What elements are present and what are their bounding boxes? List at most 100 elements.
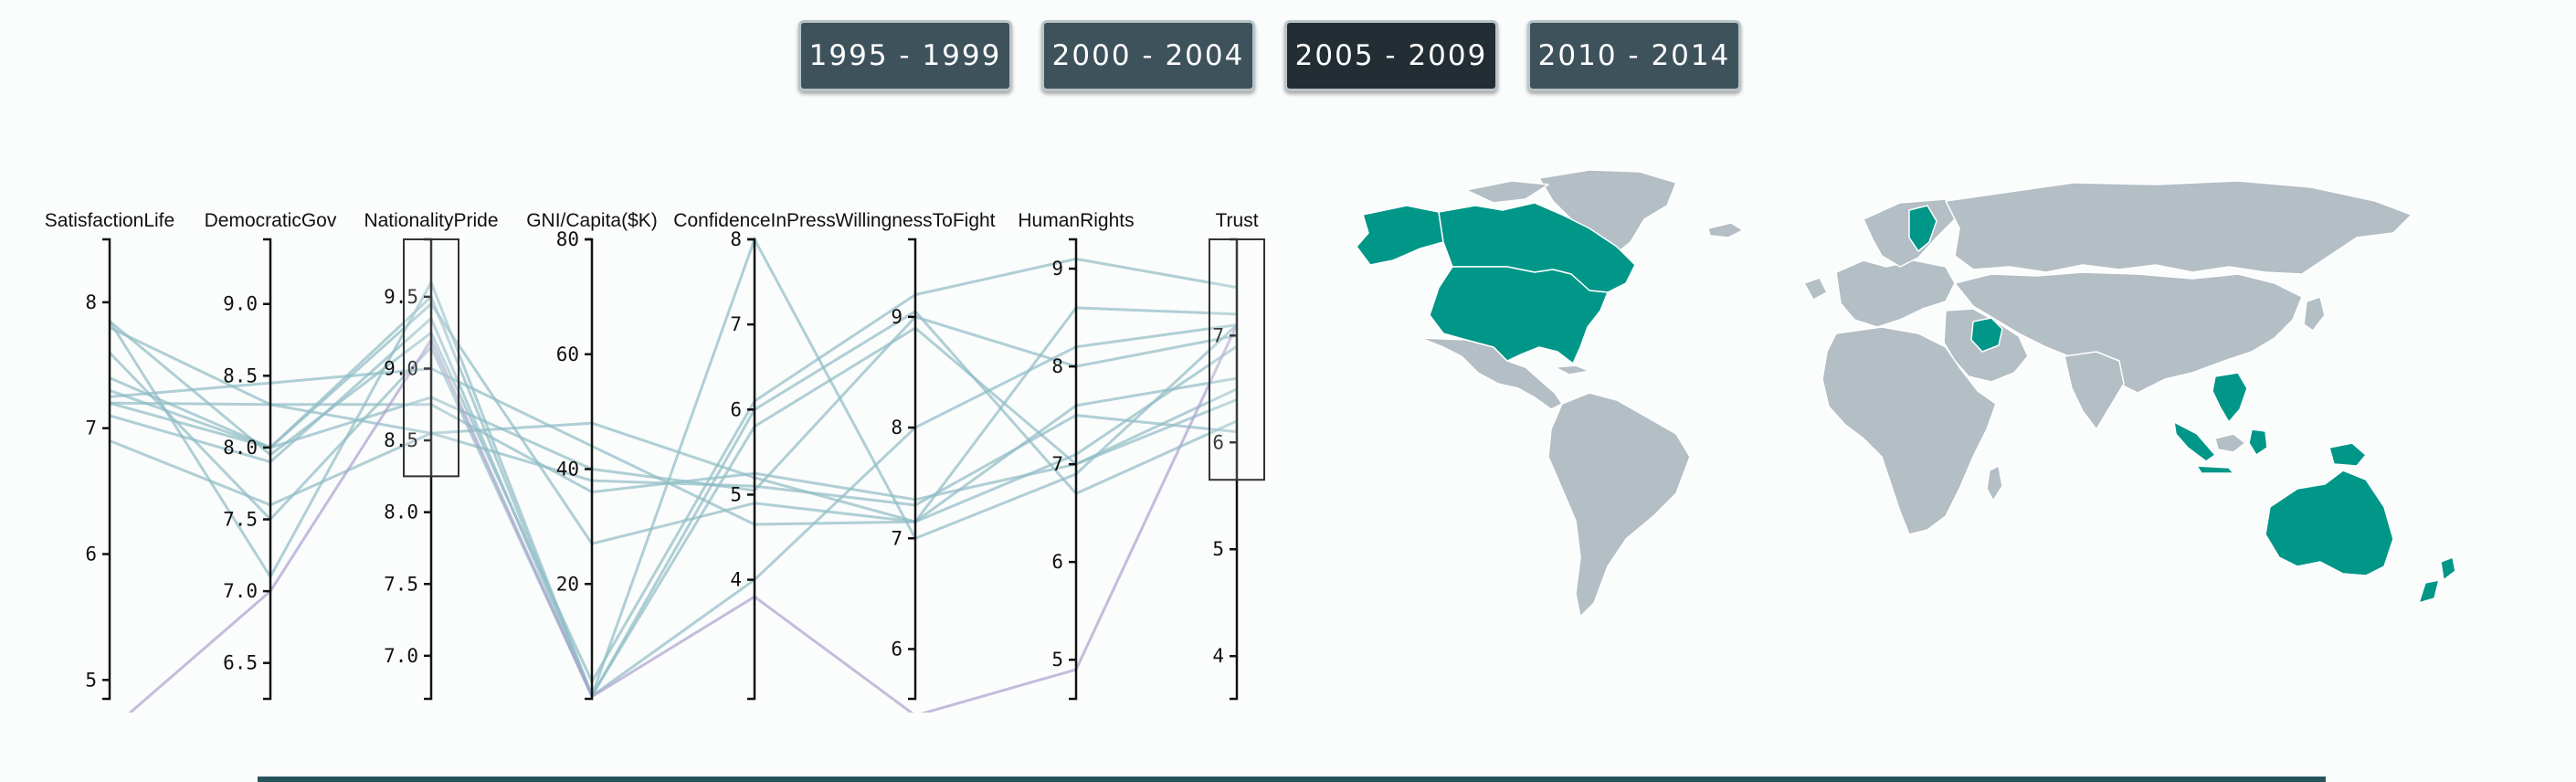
tick-label-satisfactionlife: 6 <box>85 544 97 565</box>
axis-title-democraticgov: DemocraticGov <box>205 210 337 231</box>
period-button-2010-2014[interactable]: 2010 - 2014 <box>1527 20 1741 91</box>
axis-title-willingnesstofight: WillingnessToFight <box>835 210 995 231</box>
tick-label-trust: 5 <box>1212 538 1224 560</box>
tick-label-gni-capita-k: 20 <box>556 573 579 595</box>
tick-label-nationalitypride: 7.0 <box>384 645 418 667</box>
tick-label-confidenceinpress: 5 <box>730 483 742 505</box>
map-java-selected[interactable] <box>2196 465 2234 474</box>
tick-label-nationalitypride: 7.5 <box>384 573 418 595</box>
axis-title-satisfactionlife: SatisfactionLife <box>45 210 174 231</box>
map-madagascar[interactable] <box>1986 465 2003 502</box>
tick-label-democraticgov: 8.5 <box>223 365 258 386</box>
axis-title-nationalitypride: NationalityPride <box>364 210 498 231</box>
period-button-2005-2009[interactable]: 2005 - 2009 <box>1284 20 1498 91</box>
map-southeast-islands[interactable] <box>2214 433 2246 453</box>
tick-label-trust: 4 <box>1212 645 1224 667</box>
tick-label-nationalitypride: 8.5 <box>384 429 418 451</box>
map-japan[interactable] <box>2303 296 2326 332</box>
tick-label-nationalitypride: 9.5 <box>384 286 418 308</box>
map-south-america[interactable] <box>1547 392 1691 618</box>
brush-trust[interactable] <box>1209 238 1265 481</box>
axis-satisfactionlife[interactable]: SatisfactionLife 5 6 7 8 <box>45 210 174 701</box>
tick-label-nationalitypride: 8.0 <box>384 502 418 523</box>
footer-divider <box>258 777 2326 782</box>
axis-humanrights[interactable]: HumanRights 5 6 7 8 9 <box>1018 210 1135 701</box>
tick-label-willingnesstofight: 9 <box>891 306 903 328</box>
tick-label-gni-capita-k: 40 <box>556 459 579 481</box>
data-line-11 <box>109 294 1238 699</box>
axis-line-democraticgov <box>263 238 272 701</box>
tick-label-nationalitypride: 9.0 <box>384 357 418 379</box>
tick-label-confidenceinpress: 7 <box>730 313 742 335</box>
map-russia[interactable] <box>1945 180 2412 275</box>
map-finland-selected[interactable] <box>1908 205 1937 252</box>
map-new-zealand-selected[interactable] <box>2418 556 2456 604</box>
map-sulawesi-selected[interactable] <box>2248 428 2268 456</box>
period-button-1995-1999[interactable]: 1995 - 1999 <box>798 20 1012 91</box>
tick-label-democraticgov: 7.5 <box>223 509 258 531</box>
map-iceland[interactable] <box>1707 222 1744 238</box>
axes: SatisfactionLife 5 6 7 8 DemocraticGov 6.5 7.0 7… <box>45 210 1265 701</box>
map-africa[interactable] <box>1821 326 1997 535</box>
map-iraq-selected[interactable] <box>1970 317 2003 353</box>
parallel-coordinates-chart: SatisfactionLife 5 6 7 8 DemocraticGov 6.5 7.0 7… <box>45 210 1265 713</box>
data-line-9 <box>108 236 1239 700</box>
period-button-2000-2004[interactable]: 2000 - 2004 <box>1041 20 1255 91</box>
tick-label-willingnesstofight: 8 <box>891 417 903 439</box>
tick-label-satisfactionlife: 5 <box>85 669 97 691</box>
axis-line-satisfactionlife <box>102 238 111 701</box>
map-mexico[interactable] <box>1420 337 1563 410</box>
tick-label-democraticgov: 9.0 <box>223 293 258 315</box>
tick-label-willingnesstofight: 7 <box>891 527 903 549</box>
tick-label-humanrights: 8 <box>1051 355 1063 377</box>
tick-label-satisfactionlife: 7 <box>85 417 97 439</box>
tick-label-satisfactionlife: 8 <box>85 291 97 313</box>
data-line-7 <box>109 414 1238 507</box>
map-sumatra-selected[interactable] <box>2173 421 2216 462</box>
axis-gni-capita-k[interactable]: GNI/Capita($K) 20 40 60 80 <box>526 210 658 701</box>
tick-label-trust: 6 <box>1212 431 1224 453</box>
axis-democraticgov[interactable]: DemocraticGov 6.5 7.0 7.5 8.0 8.5 9.0 <box>205 210 337 701</box>
data-line-5 <box>109 301 1238 545</box>
data-line-2 <box>109 306 1238 523</box>
tick-label-willingnesstofight: 6 <box>891 638 903 660</box>
map-new-guinea-selected[interactable] <box>2328 442 2367 467</box>
map-india[interactable] <box>2064 351 2125 430</box>
axis-title-trust: Trust <box>1215 210 1258 231</box>
data-line-12 <box>128 323 1239 713</box>
data-line-10 <box>108 309 1238 700</box>
tick-label-gni-capita-k: 60 <box>556 343 579 365</box>
axis-confidenceinpress[interactable]: ConfidenceInPress 4 5 6 7 8 <box>673 210 836 701</box>
map-alaska-selected[interactable] <box>1356 205 1444 266</box>
tick-label-humanrights: 6 <box>1051 551 1063 573</box>
tick-label-gni-capita-k: 80 <box>556 228 579 250</box>
data-line-1 <box>109 257 1238 685</box>
tick-label-humanrights: 9 <box>1051 258 1063 280</box>
map-asia[interactable] <box>1954 271 2303 394</box>
map-cuba[interactable] <box>1554 365 1590 375</box>
axis-line-humanrights <box>1069 238 1078 701</box>
tick-label-confidenceinpress: 8 <box>730 228 742 250</box>
map-europe[interactable] <box>1803 259 1956 328</box>
map-thailand-selected[interactable] <box>2212 372 2248 423</box>
tick-label-democraticgov: 7.0 <box>223 580 258 602</box>
axis-line-confidenceinpress <box>747 238 756 701</box>
axis-line-willingnesstofight <box>908 238 917 701</box>
tick-label-humanrights: 7 <box>1051 453 1063 475</box>
tick-label-confidenceinpress: 4 <box>730 569 742 591</box>
map-australia-selected[interactable] <box>2265 470 2394 576</box>
axis-nationalitypride[interactable]: NationalityPride 7.0 7.5 8.0 8.5 9.0 9.5 <box>364 210 499 701</box>
axis-trust[interactable]: Trust 4 5 6 7 <box>1209 210 1265 701</box>
data-lines <box>108 236 1239 713</box>
data-line-4 <box>109 344 1238 526</box>
axis-title-gni-capita-k: GNI/Capita($K) <box>526 210 658 231</box>
period-button-group: 1995 - 1999 2000 - 2004 2005 - 2009 2010… <box>0 20 2558 91</box>
world-map <box>1356 169 2456 618</box>
data-line-8 <box>109 315 1238 699</box>
axis-title-confidenceinpress: ConfidenceInPress <box>673 210 835 231</box>
axis-willingnesstofight[interactable]: WillingnessToFight 6 7 8 9 <box>835 210 996 701</box>
map-usa-selected[interactable] <box>1429 266 1609 365</box>
brush-nationalitypride[interactable] <box>403 238 459 478</box>
tick-label-trust: 7 <box>1212 324 1224 346</box>
tick-label-democraticgov: 6.5 <box>223 652 258 674</box>
